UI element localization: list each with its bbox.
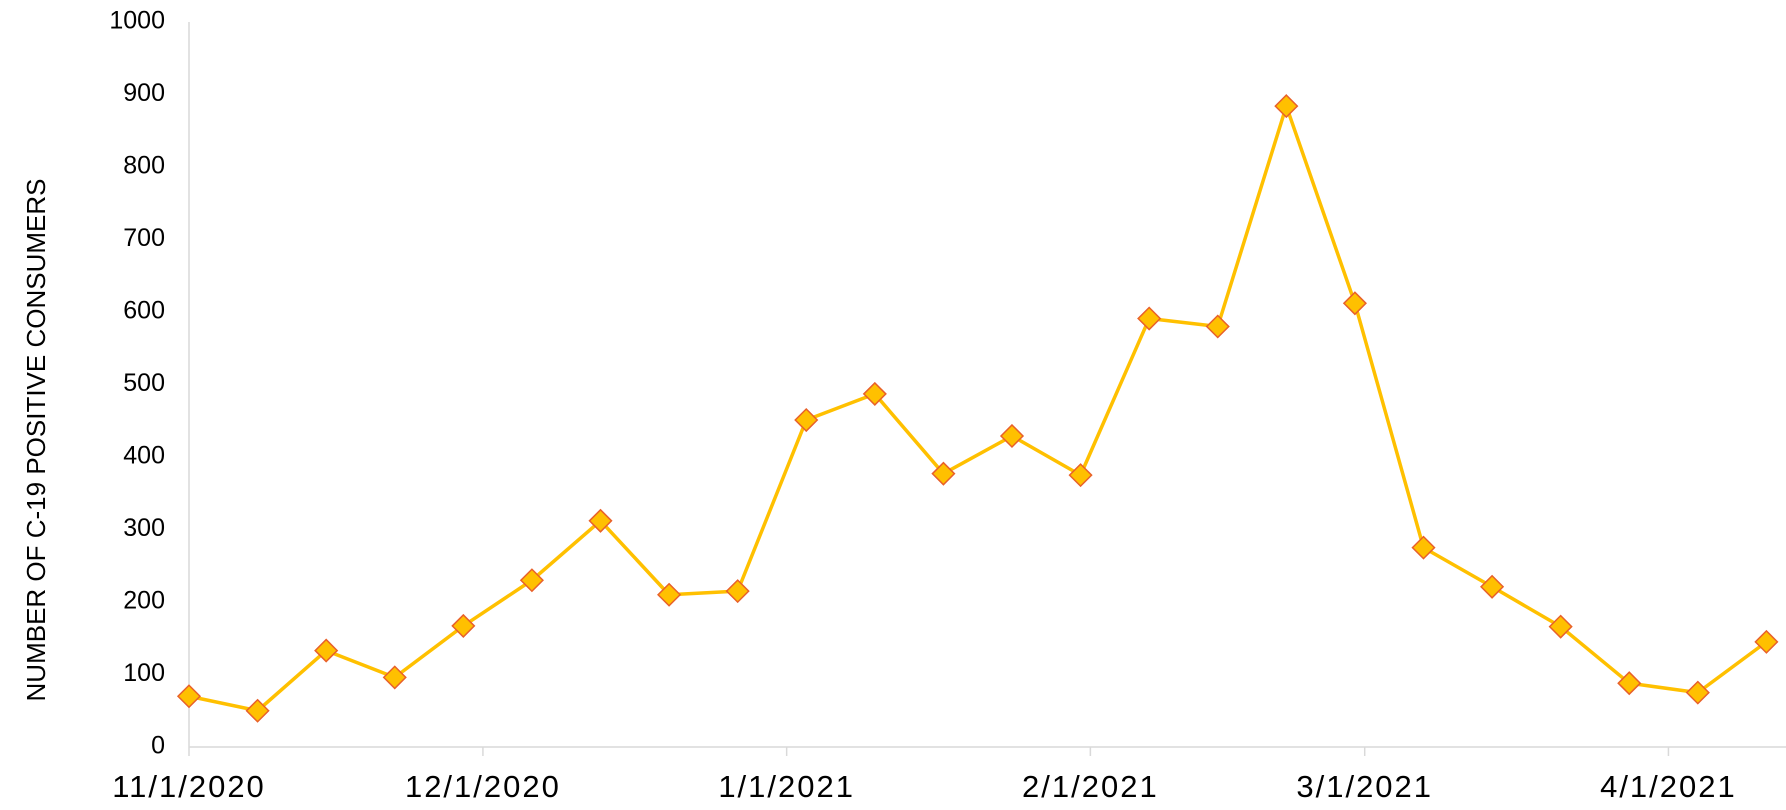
y-tick-label: 900 (123, 79, 165, 107)
y-axis-label: NUMBER OF C-19 POSITIVE CONSUMERS (21, 179, 51, 702)
x-tick-label: 4/1/2021 (1600, 769, 1737, 804)
marker (725, 579, 750, 604)
marker (314, 638, 339, 663)
series-line (188, 104, 1768, 713)
y-tick-label: 300 (123, 514, 165, 542)
marker (176, 684, 202, 709)
y-tick-label: 500 (123, 369, 165, 397)
y-tick-label: 700 (123, 224, 165, 252)
marker (1617, 671, 1642, 696)
marker (1068, 463, 1093, 488)
y-tick-label: 400 (123, 442, 165, 470)
marker (1685, 680, 1710, 705)
marker (382, 665, 407, 690)
y-tick-label: 1000 (109, 7, 165, 35)
marker (1205, 314, 1230, 339)
y-tick-label: 100 (123, 659, 165, 687)
x-tick-label: 11/1/2020 (112, 769, 266, 804)
y-tick-label: 0 (151, 732, 165, 760)
marker (1274, 94, 1299, 119)
marker (862, 381, 887, 406)
y-tick-label: 600 (123, 297, 165, 325)
y-tick-label: 800 (123, 152, 165, 180)
marker (519, 568, 544, 593)
marker (794, 407, 819, 433)
marker (245, 698, 270, 723)
marker (1548, 614, 1573, 639)
marker (1411, 535, 1436, 560)
marker (1137, 306, 1162, 331)
x-tick-label: 12/1/2020 (405, 769, 561, 804)
marker (931, 461, 956, 486)
marker (999, 423, 1025, 449)
marker (1342, 291, 1367, 316)
marker (588, 508, 613, 533)
y-tick-label: 200 (123, 587, 165, 615)
x-tick-label: 3/1/2021 (1296, 769, 1433, 804)
x-tick-label: 2/1/2021 (1022, 769, 1159, 804)
marker (657, 582, 682, 607)
marker (451, 613, 476, 638)
marker (1480, 574, 1505, 599)
x-tick-label: 1/1/2021 (718, 769, 855, 804)
marker (1754, 629, 1779, 654)
